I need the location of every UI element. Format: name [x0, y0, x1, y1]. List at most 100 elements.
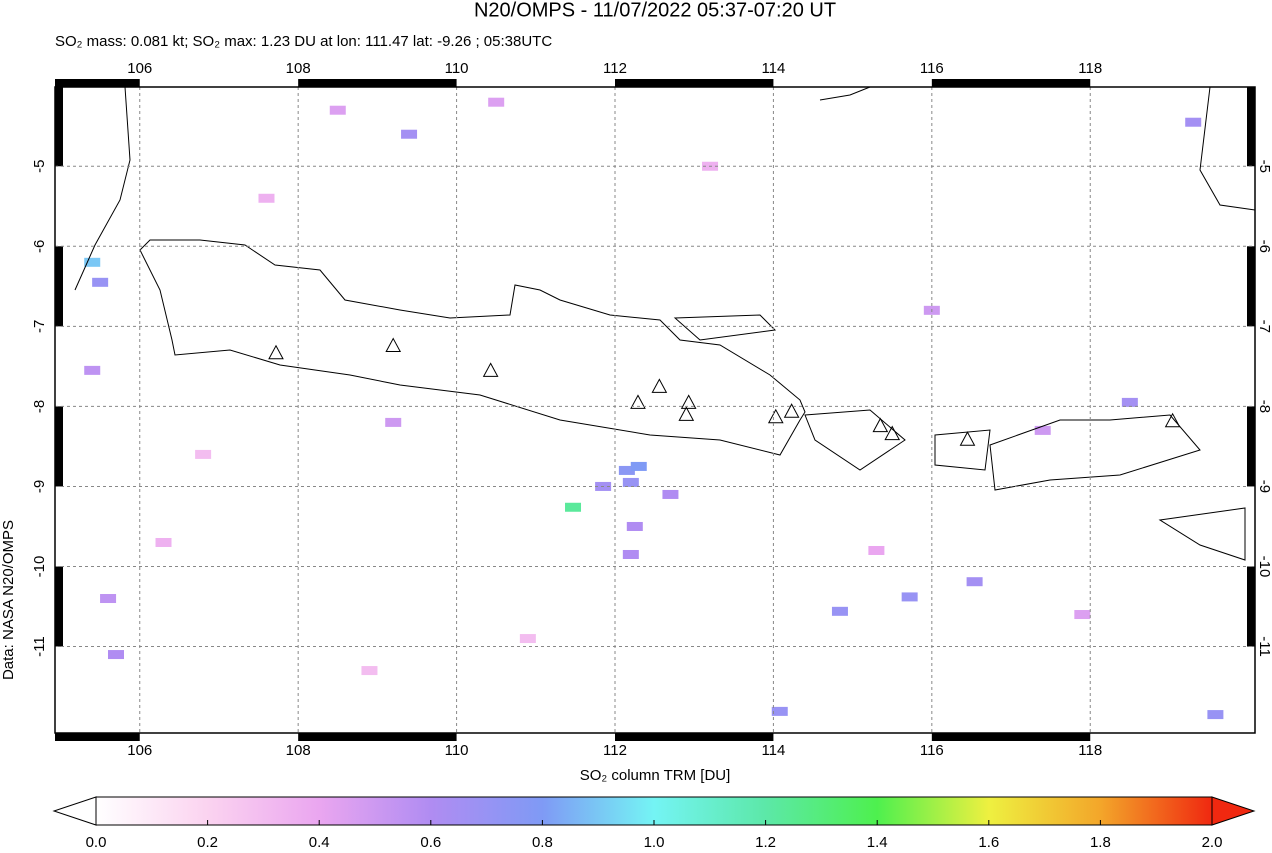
colorbar-over: [1211, 796, 1256, 826]
volcano: [959, 431, 976, 446]
so2-pixel: [565, 502, 582, 512]
coastlines: [74, 86, 1256, 561]
x-tick-label: 106: [127, 60, 152, 77]
so2-pixel: [401, 129, 418, 139]
colorbar-tick-label: 2.0: [1202, 834, 1223, 851]
colorbar-tick-label: 1.8: [1090, 834, 1111, 851]
x-tick-label: 112: [603, 60, 627, 77]
y-tick-label: -9: [1256, 480, 1272, 493]
map-frame: [54, 86, 1256, 734]
frame-bar: [55, 79, 140, 87]
so2-pixel: [488, 97, 505, 107]
frame-bar: [615, 79, 774, 87]
so2-pixel: [831, 606, 848, 616]
volcano: [678, 406, 695, 421]
coastline-sumba: [1158, 507, 1246, 561]
y-tick-label: -7: [31, 320, 48, 333]
so2-pixel: [1074, 610, 1091, 620]
so2-pixel: [622, 477, 639, 487]
coastline-sumbawa: [989, 414, 1201, 491]
y-tick-label: -6: [31, 240, 48, 253]
so2-pixel: [92, 277, 109, 287]
volcano: [1164, 412, 1181, 428]
x-tick-label: 110: [445, 60, 469, 77]
coastline-bali: [804, 409, 906, 471]
y-tick-label: -6: [1256, 240, 1272, 253]
x-tick-label: 112: [603, 742, 627, 759]
coastline-java: [139, 239, 806, 456]
y-tick-label: -8: [31, 400, 48, 413]
volcano: [651, 378, 668, 393]
so2-pixel: [622, 549, 639, 559]
colorbar-tick-label: 0.0: [86, 834, 107, 851]
colorbar-tick-label: 1.6: [978, 834, 999, 851]
so2-pixel: [1185, 117, 1202, 127]
axes: [55, 79, 1255, 741]
volcano: [884, 425, 901, 441]
so2-pixel: [385, 417, 402, 427]
colorbar-tick-label: 0.6: [420, 834, 441, 851]
frame-bar: [298, 79, 457, 87]
so2-pixel: [966, 577, 983, 587]
frame-bar: [55, 566, 63, 647]
frame-bar: [298, 733, 457, 741]
y-tick-label: -11: [1256, 636, 1272, 657]
frame-bar: [931, 733, 1091, 741]
so2-pixel: [100, 594, 117, 604]
x-tick-label: 114: [761, 742, 785, 759]
frame-bar: [931, 79, 1091, 87]
coastline-sumatra: [74, 86, 131, 291]
volcano: [767, 408, 784, 424]
frame-bar: [1247, 87, 1255, 167]
x-tick-label: 108: [286, 742, 311, 759]
x-tick-label: 106: [127, 742, 152, 759]
y-tick-label: -5: [1256, 160, 1272, 173]
y-tick-label: -10: [1256, 556, 1272, 578]
so2-pixel: [662, 489, 679, 499]
so2-pixel: [155, 537, 172, 547]
y-tick-label: -7: [1256, 320, 1272, 333]
frame-bar: [55, 733, 140, 741]
x-tick-label: 108: [286, 60, 311, 77]
colorbar-label: SO₂ column TRM [DU]: [580, 767, 731, 784]
so2-pixel: [626, 521, 643, 531]
so2-pixel: [107, 650, 124, 660]
x-tick-label: 116: [920, 742, 944, 759]
frame-bar: [615, 733, 774, 741]
coastline-kalimantan: [819, 86, 1256, 211]
frame-bar: [1247, 566, 1255, 647]
so2-pixel: [361, 666, 378, 676]
y-tick-label: -5: [31, 160, 48, 173]
so2-pixel: [195, 449, 212, 459]
chart-title: N20/OMPS - 11/07/2022 05:37-07:20 UT: [474, 0, 836, 21]
x-tick-label: 110: [445, 742, 469, 759]
so2-pixel: [868, 545, 885, 555]
y-tick-label: -11: [31, 636, 48, 657]
x-tick-label: 118: [1078, 742, 1102, 759]
colorbar-tick-label: 0.2: [197, 834, 218, 851]
so2-pixel: [84, 257, 101, 267]
colorbar-tick-label: 0.4: [309, 834, 330, 851]
volcano: [268, 344, 284, 360]
so2-pixel: [771, 706, 788, 716]
colorbar-tick-label: 1.4: [867, 834, 888, 851]
x-tick-label: 114: [761, 60, 785, 77]
so2-pixel: [1207, 710, 1224, 720]
so2-pixel: [1034, 425, 1051, 435]
colorbar-tick-label: 0.8: [532, 834, 553, 851]
y-tick-label: -9: [31, 480, 48, 493]
colorbar-tick-label: 1.0: [644, 834, 665, 851]
so2-pixel: [618, 465, 635, 475]
y-tick-label: -10: [31, 556, 48, 578]
coastline-lombok: [934, 429, 991, 471]
frame-bar: [1247, 406, 1255, 487]
coastline-madura: [673, 314, 777, 341]
so2-pixel: [84, 365, 101, 375]
chart-subtitle: SO₂ mass: 0.081 kt; SO₂ max: 1.23 DU at …: [55, 33, 552, 50]
frame-bar: [55, 87, 63, 167]
volcano: [482, 362, 499, 377]
colorbar-tick-label: 1.2: [755, 834, 776, 851]
credit: Data: NASA N20/OMPS: [0, 520, 17, 680]
